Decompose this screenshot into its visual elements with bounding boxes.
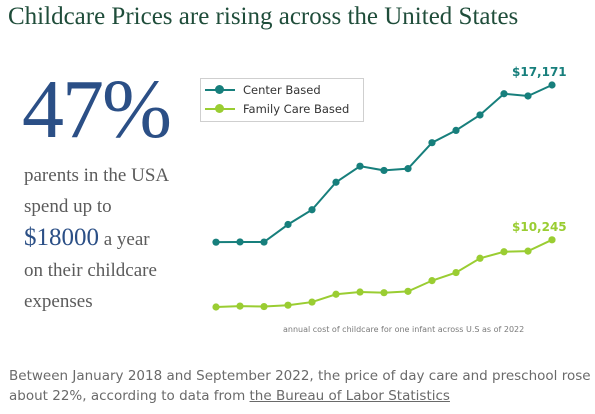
data-point-family-care-based-4 bbox=[284, 301, 292, 309]
legend-swatch-center-based bbox=[205, 84, 235, 96]
footer-text: Between January 2018 and September 2022,… bbox=[9, 368, 591, 404]
data-point-family-care-based-3 bbox=[260, 302, 268, 311]
data-point-center-based-5 bbox=[308, 206, 316, 214]
data-point-center-based-4 bbox=[284, 220, 292, 229]
data-point-family-care-based-8 bbox=[380, 289, 388, 297]
data-point-center-based-7 bbox=[356, 162, 364, 170]
data-point-family-care-based-7 bbox=[356, 288, 364, 296]
data-point-family-care-based-11 bbox=[452, 268, 460, 277]
stat-line-5: expenses bbox=[24, 291, 93, 312]
data-point-family-care-based-15 bbox=[548, 236, 556, 244]
data-point-center-based-9 bbox=[404, 165, 412, 173]
data-point-family-care-based-13 bbox=[500, 248, 508, 256]
bls-link[interactable]: the Bureau of Labor Statistics bbox=[249, 388, 450, 404]
legend-label-center-based: Center Based bbox=[243, 83, 321, 97]
data-point-family-care-based-14 bbox=[524, 247, 532, 255]
big-stat-value: 47% bbox=[22, 63, 172, 156]
end-label-family-care-based: $10,245 bbox=[512, 220, 567, 234]
data-point-center-based-13 bbox=[500, 90, 508, 98]
footer-note: Between January 2018 and September 2022,… bbox=[9, 366, 594, 406]
data-point-center-based-12 bbox=[476, 111, 484, 119]
stat-amount: $18000 bbox=[24, 224, 99, 251]
data-point-center-based-6 bbox=[332, 178, 340, 186]
legend-label-family-care-based: Family Care Based bbox=[243, 102, 350, 116]
data-point-center-based-3 bbox=[260, 238, 268, 246]
stat-amount-suffix: a year bbox=[103, 229, 150, 250]
data-point-family-care-based-9 bbox=[404, 287, 412, 295]
data-point-family-care-based-6 bbox=[332, 290, 340, 298]
chart-caption: annual cost of childcare for one infant … bbox=[283, 325, 525, 334]
legend-item-center-based: Center Based bbox=[205, 81, 321, 99]
stat-line-2: spend up to bbox=[24, 196, 112, 217]
legend-swatch-family-care-based bbox=[205, 103, 235, 115]
stat-description: parents in the USA spend up to $18000 a … bbox=[24, 160, 214, 317]
data-point-family-care-based-12 bbox=[476, 254, 484, 262]
data-point-center-based-14 bbox=[524, 92, 532, 100]
page-title: Childcare Prices are rising across the U… bbox=[8, 3, 519, 30]
chart-legend: Center Based Family Care Based bbox=[200, 78, 364, 122]
end-label-center-based: $17,171 bbox=[512, 65, 567, 79]
data-point-center-based-8 bbox=[380, 166, 388, 175]
data-point-family-care-based-5 bbox=[308, 298, 316, 306]
stat-amount-line: $18000 a year bbox=[24, 222, 214, 255]
data-point-family-care-based-10 bbox=[428, 277, 436, 285]
data-point-family-care-based-2 bbox=[236, 302, 244, 310]
stat-line-1: parents in the USA bbox=[24, 165, 170, 186]
legend-item-family-care-based: Family Care Based bbox=[205, 100, 349, 118]
data-point-center-based-1 bbox=[212, 238, 220, 246]
data-point-center-based-15 bbox=[548, 81, 556, 89]
data-point-center-based-11 bbox=[452, 126, 460, 135]
data-point-center-based-2 bbox=[236, 238, 244, 246]
data-point-family-care-based-1 bbox=[212, 303, 220, 311]
data-point-center-based-10 bbox=[428, 139, 436, 147]
stat-line-4: on their childcare bbox=[24, 260, 157, 281]
